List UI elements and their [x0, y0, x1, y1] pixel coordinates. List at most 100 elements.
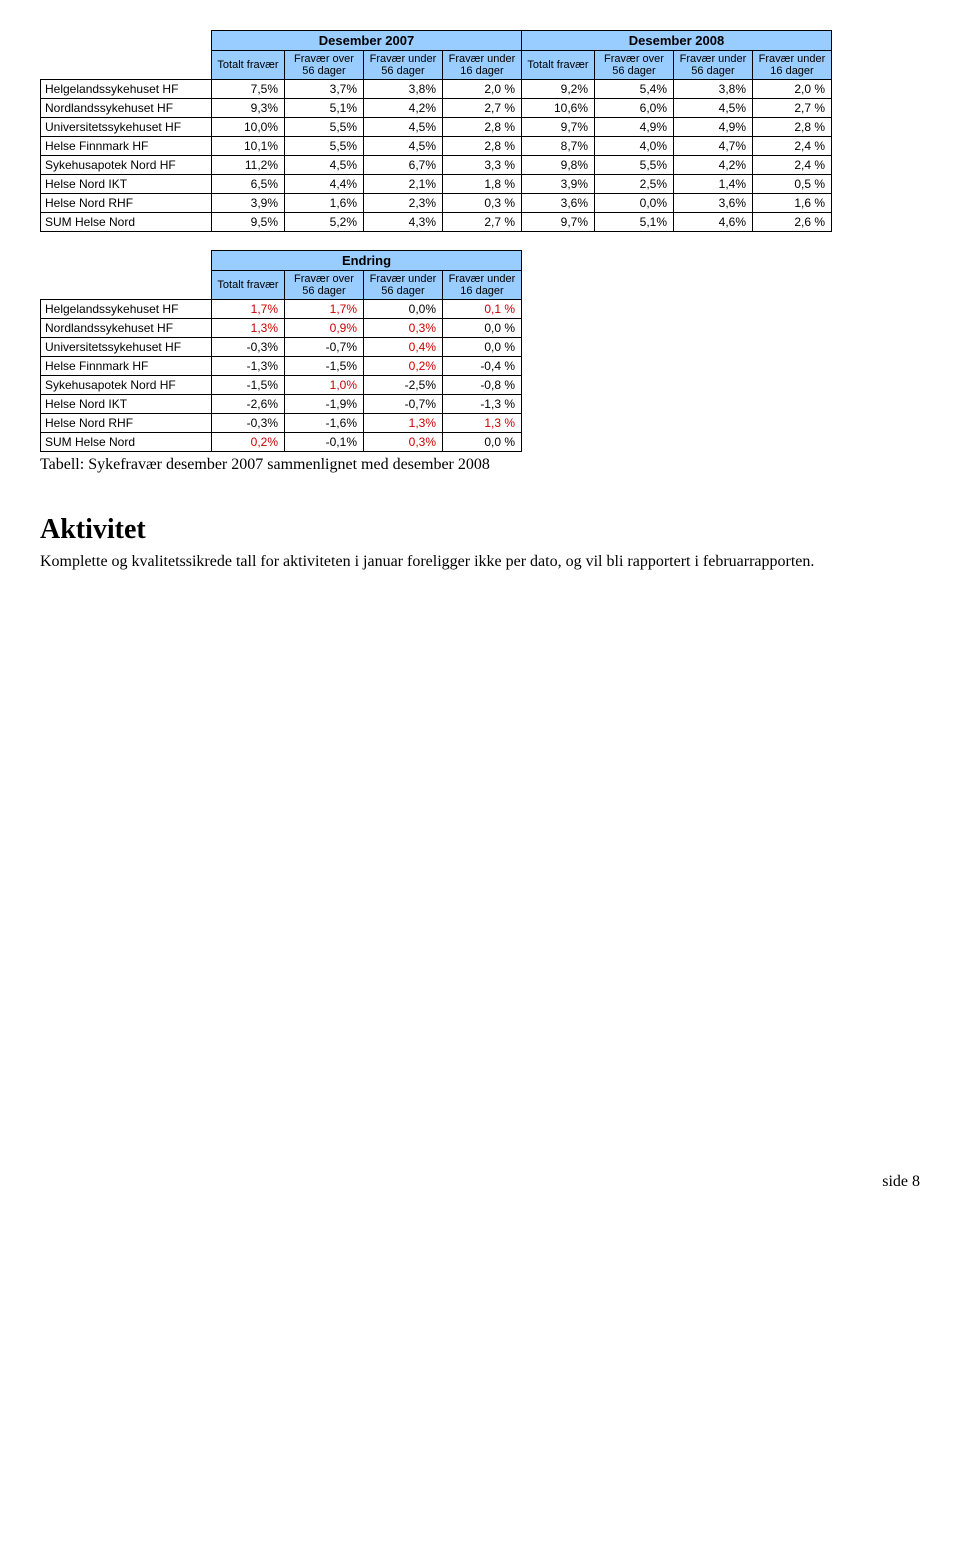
cell-value: -0,7% [285, 338, 364, 357]
cell-value: 5,1% [285, 99, 364, 118]
cell-value: 3,9% [522, 175, 595, 194]
cell-value: 2,0 % [443, 80, 522, 99]
cell-value: 9,7% [522, 118, 595, 137]
row-label: Helse Finnmark HF [41, 357, 212, 376]
cell-value: 5,1% [595, 213, 674, 232]
cell-value: 0,3% [364, 319, 443, 338]
table-row: Helgelandssykehuset HF1,7%1,7%0,0%0,1 % [41, 300, 522, 319]
table-row: Sykehusapotek Nord HF-1,5%1,0%-2,5%-0,8 … [41, 376, 522, 395]
cell-value: 10,0% [212, 118, 285, 137]
table-row: Helse Nord IKT-2,6%-1,9%-0,7%-1,3 % [41, 395, 522, 414]
table-row: Nordlandssykehuset HF9,3%5,1%4,2%2,7 %10… [41, 99, 832, 118]
endring-table: Endring Totalt fravær Fravær over 56 dag… [40, 250, 522, 452]
table-row: Helgelandssykehuset HF7,5%3,7%3,8%2,0 %9… [41, 80, 832, 99]
table-row: Helse Nord RHF3,9%1,6%2,3%0,3 %3,6%0,0%3… [41, 194, 832, 213]
col-header: Fravær under 16 dager [443, 51, 522, 80]
table-row: Helse Nord RHF-0,3%-1,6%1,3%1,3 % [41, 414, 522, 433]
row-label: Nordlandssykehuset HF [41, 99, 212, 118]
cell-value: 0,0 % [443, 319, 522, 338]
section-title: Aktivitet [40, 514, 920, 546]
cell-value: 4,5% [364, 118, 443, 137]
table-row: Helse Finnmark HF-1,3%-1,5%0,2%-0,4 % [41, 357, 522, 376]
corner-empty [41, 251, 212, 300]
cell-value: 1,8 % [443, 175, 522, 194]
row-label: Helse Nord RHF [41, 194, 212, 213]
cell-value: 5,5% [285, 137, 364, 156]
cell-value: 6,5% [212, 175, 285, 194]
cell-value: 7,5% [212, 80, 285, 99]
cell-value: 0,0 % [443, 433, 522, 452]
cell-value: 4,6% [674, 213, 753, 232]
table-row: Universitetssykehuset HF10,0%5,5%4,5%2,8… [41, 118, 832, 137]
cell-value: 6,7% [364, 156, 443, 175]
table-row: Helse Finnmark HF10,1%5,5%4,5%2,8 %8,7%4… [41, 137, 832, 156]
cell-value: 2,3% [364, 194, 443, 213]
cell-value: 2,7 % [443, 213, 522, 232]
cell-value: -1,3 % [443, 395, 522, 414]
row-label: Universitetssykehuset HF [41, 338, 212, 357]
row-label: Helgelandssykehuset HF [41, 300, 212, 319]
table-row: SUM Helse Nord0,2%-0,1%0,3%0,0 % [41, 433, 522, 452]
cell-value: 10,6% [522, 99, 595, 118]
cell-value: 2,5% [595, 175, 674, 194]
col-header: Fravær over 56 dager [285, 271, 364, 300]
cell-value: 0,0 % [443, 338, 522, 357]
cell-value: 9,3% [212, 99, 285, 118]
cell-value: -0,8 % [443, 376, 522, 395]
cell-value: 1,6 % [753, 194, 832, 213]
cell-value: -0,4 % [443, 357, 522, 376]
cell-value: 2,7 % [753, 99, 832, 118]
col-header: Totalt fravær [212, 51, 285, 80]
cell-value: 2,8 % [753, 118, 832, 137]
cell-value: 2,7 % [443, 99, 522, 118]
cell-value: 1,7% [285, 300, 364, 319]
cell-value: 0,0% [595, 194, 674, 213]
cell-value: 4,2% [674, 156, 753, 175]
cell-value: 4,0% [595, 137, 674, 156]
cell-value: 4,5% [285, 156, 364, 175]
row-label: Sykehusapotek Nord HF [41, 156, 212, 175]
cell-value: 5,2% [285, 213, 364, 232]
cell-value: 9,7% [522, 213, 595, 232]
cell-value: 0,2% [212, 433, 285, 452]
row-label: SUM Helse Nord [41, 213, 212, 232]
cell-value: 2,4 % [753, 137, 832, 156]
cell-value: -1,5% [212, 376, 285, 395]
cell-value: 0,2% [364, 357, 443, 376]
table-row: Sykehusapotek Nord HF11,2%4,5%6,7%3,3 %9… [41, 156, 832, 175]
col-header: Fravær under 56 dager [364, 271, 443, 300]
group-header-endring: Endring [212, 251, 522, 271]
cell-value: 3,3 % [443, 156, 522, 175]
cell-value: 1,3% [212, 319, 285, 338]
cell-value: 6,0% [595, 99, 674, 118]
cell-value: 4,7% [674, 137, 753, 156]
col-header: Fravær under 56 dager [364, 51, 443, 80]
cell-value: -1,9% [285, 395, 364, 414]
cell-value: 3,8% [674, 80, 753, 99]
col-header: Totalt fravær [522, 51, 595, 80]
corner-empty [41, 31, 212, 80]
row-label: Universitetssykehuset HF [41, 118, 212, 137]
cell-value: 9,5% [212, 213, 285, 232]
group-header-2008: Desember 2008 [522, 31, 832, 51]
cell-value: 0,9% [285, 319, 364, 338]
cell-value: 1,3 % [443, 414, 522, 433]
cell-value: 2,4 % [753, 156, 832, 175]
cell-value: 0,3 % [443, 194, 522, 213]
cell-value: 3,9% [212, 194, 285, 213]
cell-value: 2,1% [364, 175, 443, 194]
col-header: Fravær over 56 dager [595, 51, 674, 80]
cell-value: 2,0 % [753, 80, 832, 99]
body-paragraph: Komplette og kvalitetssikrede tall for a… [40, 552, 920, 573]
cell-value: 2,8 % [443, 137, 522, 156]
cell-value: 4,5% [364, 137, 443, 156]
row-label: SUM Helse Nord [41, 433, 212, 452]
row-label: Helse Nord RHF [41, 414, 212, 433]
cell-value: 4,3% [364, 213, 443, 232]
cell-value: 9,8% [522, 156, 595, 175]
cell-value: 0,3% [364, 433, 443, 452]
row-label: Helse Nord IKT [41, 395, 212, 414]
cell-value: 4,5% [674, 99, 753, 118]
table-row: SUM Helse Nord9,5%5,2%4,3%2,7 %9,7%5,1%4… [41, 213, 832, 232]
row-label: Nordlandssykehuset HF [41, 319, 212, 338]
